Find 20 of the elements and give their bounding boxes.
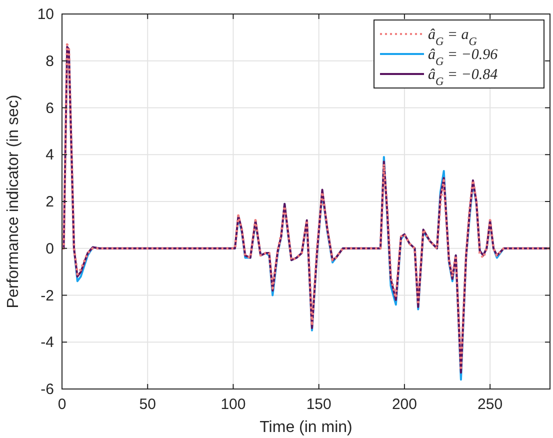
legend-label: â$_{G}$ = −0.96 (428, 47, 498, 68)
x-tick-label: 200 (392, 396, 417, 413)
y-tick-label: 4 (46, 146, 54, 164)
y-tick-label: 2 (46, 194, 54, 210)
y-tick-label: 0 (46, 240, 54, 258)
y-axis-title: Performance indicator (in sec) (5, 94, 22, 308)
y-tick-label: 6 (46, 100, 54, 117)
y-tick-label: 10 (37, 6, 54, 23)
y-tick-label: -2 (40, 287, 54, 304)
x-tick-label: 100 (220, 396, 246, 413)
y-tick-label: 8 (46, 52, 54, 70)
y-tick-label: -4 (40, 334, 54, 352)
legend-label: â$_{G}$ = −0.84 (428, 67, 498, 88)
y-tick-label: -6 (40, 381, 54, 398)
x-tick-label: 50 (139, 396, 156, 413)
x-axis-title: Time (in min) (260, 419, 352, 436)
x-tick-label: 150 (306, 396, 332, 413)
x-tick-label: 250 (478, 396, 503, 413)
legend-label: â$_{G}$ = a$_{G}$ (428, 27, 477, 48)
x-tick-label: 0 (58, 396, 66, 413)
